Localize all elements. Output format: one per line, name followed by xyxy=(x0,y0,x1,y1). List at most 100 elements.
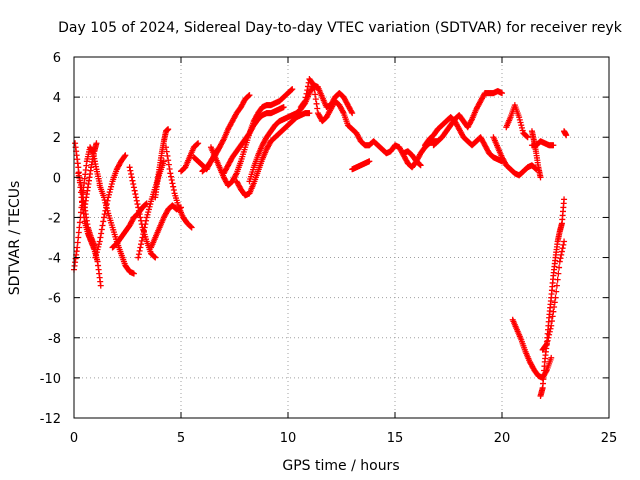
arc-h-point xyxy=(151,253,158,260)
arc-l-point xyxy=(165,157,172,164)
arc-i-point xyxy=(135,254,142,261)
axis-ticks xyxy=(73,56,610,419)
arc-t-point xyxy=(310,82,317,89)
arc-w-point xyxy=(468,117,475,124)
arc-t-point xyxy=(309,81,316,88)
arc-t-point xyxy=(304,83,311,90)
arc-zf-point xyxy=(543,340,550,347)
arc-t-point xyxy=(312,96,319,103)
arc-ze-point xyxy=(561,196,568,203)
arc-zf-point xyxy=(555,270,562,277)
arc-t-point xyxy=(301,99,308,106)
arc-zd-point xyxy=(548,354,555,361)
arc-a-point xyxy=(76,219,83,226)
arc-f-point xyxy=(103,205,110,212)
x-axis-label: GPS time / hours xyxy=(282,458,399,474)
y-tick-label: 6 xyxy=(53,51,61,66)
arc-zf-point xyxy=(543,341,550,348)
arc-zf-point xyxy=(551,299,558,306)
arc-o-point xyxy=(220,137,227,144)
arc-l-point xyxy=(166,165,173,172)
arc-zf-point xyxy=(551,304,558,311)
arc-zf-point xyxy=(556,264,563,271)
arc-i-point xyxy=(147,201,154,208)
arc-z-point xyxy=(523,133,530,140)
arc-a-point xyxy=(77,209,84,216)
arc-t-point xyxy=(302,94,309,101)
arc-v-point xyxy=(416,161,423,168)
arc-zf-point xyxy=(554,276,561,283)
y-axis-label: SDTVAR / TECUs xyxy=(7,181,23,296)
arc-h-point xyxy=(128,174,135,181)
arc-h-point xyxy=(130,184,137,191)
arc-za-point xyxy=(550,142,557,149)
arc-l-point xyxy=(187,223,194,230)
arc-i-point xyxy=(143,217,150,224)
arc-i-point xyxy=(142,221,149,228)
arc-l-point xyxy=(163,148,170,155)
arc-f-point xyxy=(130,270,137,277)
arc-p-point xyxy=(288,86,295,93)
arc-t-point xyxy=(304,87,311,94)
plot-frame xyxy=(73,56,610,419)
chart-title: Day 105 of 2024, Sidereal Day-to-day VTE… xyxy=(58,20,623,36)
arc-a-point xyxy=(75,229,82,236)
y-tick-labels: -12 -10 -8 -6 -4 -2 0 2 4 6 xyxy=(40,51,61,427)
arc-t-point xyxy=(313,100,320,107)
arc-g-point xyxy=(143,200,150,207)
arc-i-point xyxy=(137,244,144,251)
arc-h-point xyxy=(126,164,133,171)
arc-e-point xyxy=(122,152,129,159)
arc-k-point xyxy=(165,126,172,133)
arc-e-point xyxy=(105,191,112,198)
arc-h-point xyxy=(127,167,134,174)
arc-e-point xyxy=(98,230,105,237)
arc-l-point xyxy=(170,187,177,194)
arc-p-point xyxy=(289,86,296,93)
x-tick-label: 0 xyxy=(70,431,78,446)
arc-e-point xyxy=(121,153,128,160)
arc-e-point xyxy=(107,186,114,193)
arc-e-point xyxy=(108,183,115,190)
arc-zf-point xyxy=(558,251,565,258)
arc-h-point xyxy=(134,201,141,208)
arc-zc-point xyxy=(563,132,570,139)
y-tick-label: -4 xyxy=(48,252,61,267)
arc-l-point xyxy=(188,224,195,231)
arc-zf-point xyxy=(546,331,553,338)
arc-zf-point xyxy=(547,325,554,332)
arc-b-point xyxy=(75,164,82,171)
arc-z-point xyxy=(517,119,524,126)
arc-zf-point xyxy=(558,248,565,255)
arc-t-point xyxy=(312,91,319,98)
arc-f-point xyxy=(103,202,110,209)
arc-s-point xyxy=(348,108,355,115)
arc-h-point xyxy=(135,207,142,214)
arc-i-point xyxy=(139,234,146,241)
arc-zf-point xyxy=(557,255,564,262)
arc-e-point xyxy=(95,243,102,250)
arc-zf-point xyxy=(559,245,566,252)
arc-t-point xyxy=(303,90,310,97)
arc-e-point xyxy=(97,234,104,241)
arc-f-point xyxy=(104,207,111,214)
arc-q-point xyxy=(280,104,287,111)
arc-zf-point xyxy=(545,334,552,341)
arc-e-point xyxy=(99,222,106,229)
arc-i-point xyxy=(146,203,153,210)
arc-z-point xyxy=(518,124,525,131)
arc-i-point xyxy=(136,247,143,254)
arc-z-point xyxy=(518,122,525,129)
arc-h-point xyxy=(132,191,139,198)
arc-f-point xyxy=(101,197,108,204)
arc-h-point xyxy=(152,254,159,261)
arc-l-point xyxy=(170,183,177,190)
arc-z-point xyxy=(519,127,526,134)
arc-zf-point xyxy=(546,328,553,335)
arc-i-point xyxy=(145,209,152,216)
x-tick-label: 5 xyxy=(177,431,185,446)
arc-zf-point xyxy=(553,282,560,289)
arc-b-point xyxy=(97,282,104,289)
y-tick-label: -6 xyxy=(48,292,61,307)
arc-s-point xyxy=(349,110,356,117)
